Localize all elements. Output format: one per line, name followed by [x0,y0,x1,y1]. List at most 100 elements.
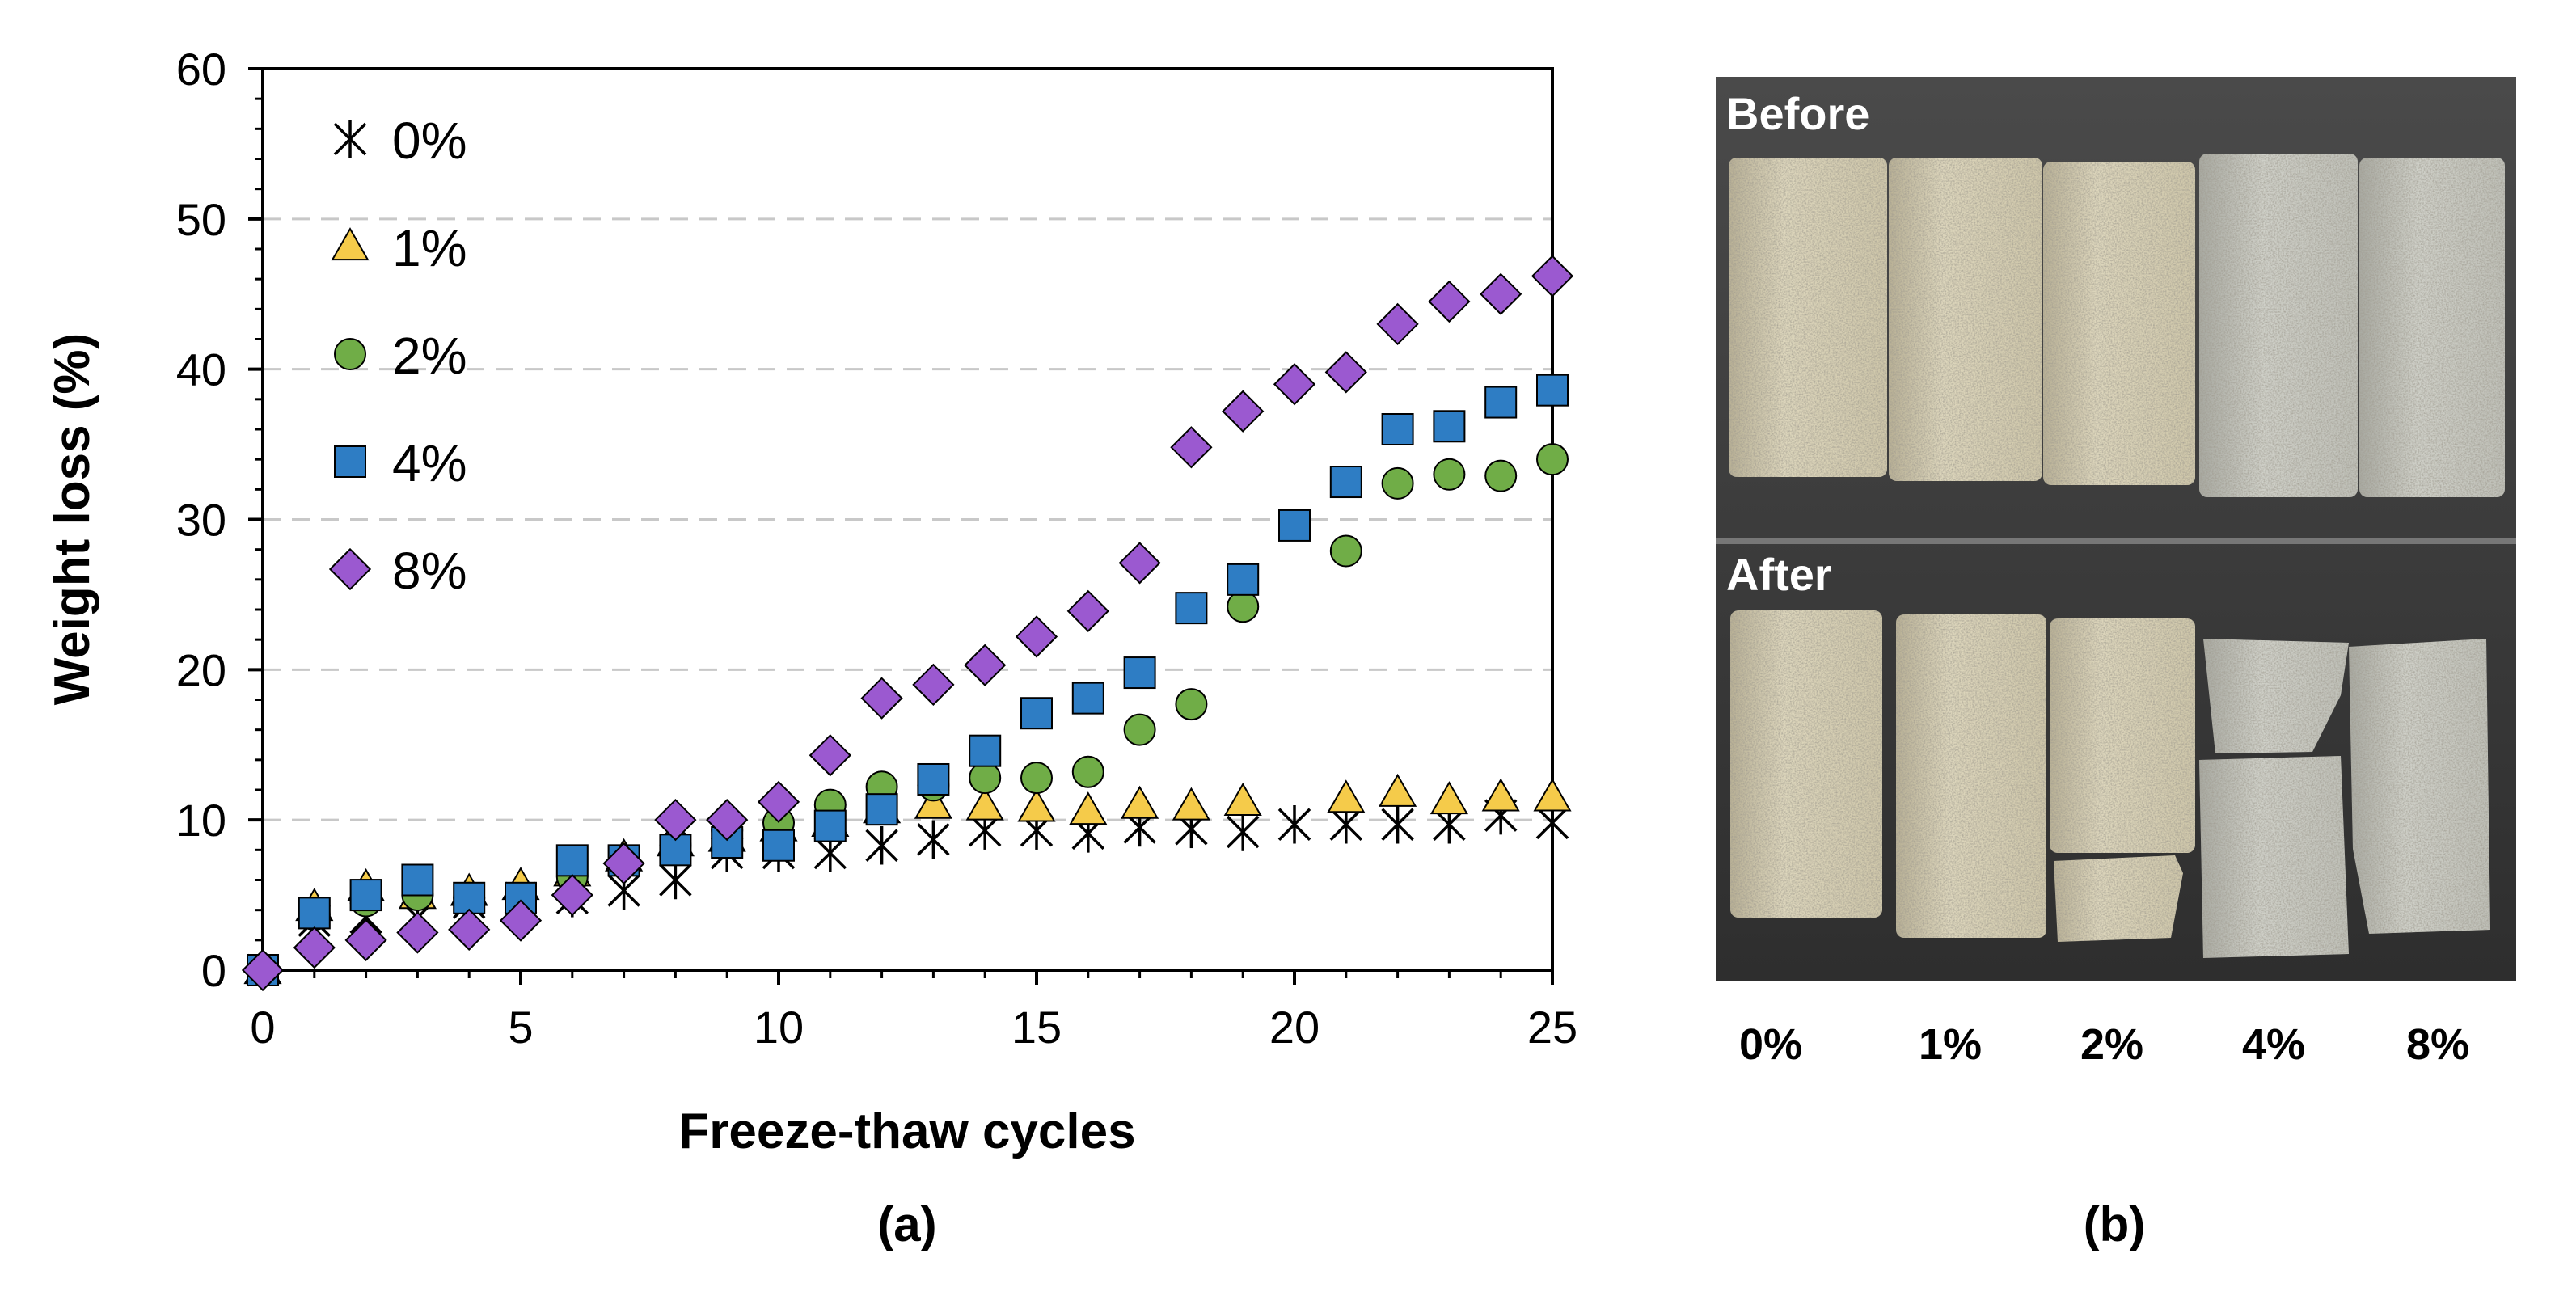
data-point [401,863,434,897]
x-tick-label: 5 [508,1002,533,1053]
legend-label: 4% [392,434,467,492]
data-point [1536,443,1569,476]
legend-label: 2% [392,327,467,385]
data-point [1227,590,1260,623]
data-point [912,663,955,707]
y-axis-label: Weight loss (%) [44,333,100,705]
data-point [1170,426,1213,469]
series-2pct [247,443,1569,986]
x-axis-label: Freeze-thaw cycles [678,1104,1135,1159]
data-point [1324,351,1367,394]
data-point [1222,390,1265,433]
y-tick-label: 10 [176,795,226,846]
panel-label-b: (b) [2084,1197,2146,1251]
data-point [499,899,543,942]
before-label: Before [1726,88,1869,139]
data-point [1480,272,1522,315]
data-point [293,926,336,969]
data-point [1531,255,1574,298]
data-point [1381,804,1414,844]
data-point [1429,781,1468,815]
data-point [1015,615,1058,658]
data-point [396,911,439,954]
data-point [1381,466,1414,500]
data-point [298,897,331,930]
specimen-before-4 [2199,154,2358,497]
data-point [860,677,903,720]
data-point [1069,791,1108,825]
data-point [762,829,795,862]
data-point [757,780,800,823]
data-point [1428,280,1471,323]
data-point [1223,783,1262,817]
data-point [1536,374,1569,407]
legend-item-0pct: 0% [333,112,467,170]
y-tick-label: 40 [176,344,226,395]
data-point [1329,534,1362,568]
x-tick-label: 20 [1269,1002,1320,1053]
specimen-after-8 [2349,639,2490,934]
data-point [1071,755,1104,788]
data-point [1020,762,1053,795]
legend-label: 1% [392,219,467,277]
photo-divider [1716,538,2516,544]
x-tick-label: 25 [1527,1002,1577,1053]
data-point [1433,458,1466,491]
legend-marker [334,445,366,478]
data-point [813,809,847,842]
specimen-before-2 [2043,162,2195,485]
sample-label-1: 1% [1919,1020,1982,1069]
data-point [1123,656,1156,690]
data-point [1277,804,1311,844]
data-point [1071,682,1104,715]
data-point [965,787,1004,821]
legend-label: 0% [392,112,467,170]
data-point [659,860,692,900]
series-8pct [241,255,1574,992]
legend-item-2pct: 2% [334,327,467,385]
data-point [1066,589,1109,632]
y-tick-label: 30 [176,495,226,546]
data-point [551,873,593,917]
specimen-after-2-bottom [2054,855,2183,942]
sample-label-4: 4% [2242,1020,2305,1069]
data-point [659,834,692,867]
weight-loss-chart: 0 10 20 30 40 50 60 0 5 10 15 20 25 0% 1% 2% 4% 8% Weig… [44,44,1577,1251]
data-point [865,793,898,826]
data-point [1227,563,1260,596]
data-point [349,879,382,912]
specimen-before-8 [2359,158,2505,497]
data-point [241,948,285,992]
legend-item-1pct: 1% [331,219,467,277]
data-point [555,844,589,877]
y-tick-label: 20 [176,644,226,695]
data-point [969,734,1002,767]
data-point [1381,413,1414,445]
data-point [809,734,851,777]
series-0pct [246,796,1569,990]
data-point [917,820,950,859]
after-label: After [1726,549,1832,600]
data-point [1327,779,1366,813]
y-tick-label: 0 [201,945,226,996]
panel-label-a: (a) [877,1197,936,1251]
data-point [1379,773,1417,807]
data-point [1433,410,1466,443]
specimen-after-0 [1730,610,1882,918]
data-point [1175,592,1208,625]
sample-label-0: 0% [1739,1020,1802,1069]
data-point [1481,778,1520,812]
legend-item-8pct: 8% [328,542,467,600]
y-tick-labels: 0 10 20 30 40 50 60 [176,44,226,996]
data-point [1020,697,1053,730]
data-point [917,762,950,796]
data-points [241,255,1574,992]
legend-marker [333,120,367,158]
data-point [1226,812,1260,851]
specimen-after-4-top [2203,639,2349,753]
data-point [1278,509,1311,542]
specimen-after-2-top [2050,618,2195,853]
data-point [1376,302,1419,346]
x-tick-label: 15 [1011,1002,1062,1053]
data-point [1175,688,1208,721]
